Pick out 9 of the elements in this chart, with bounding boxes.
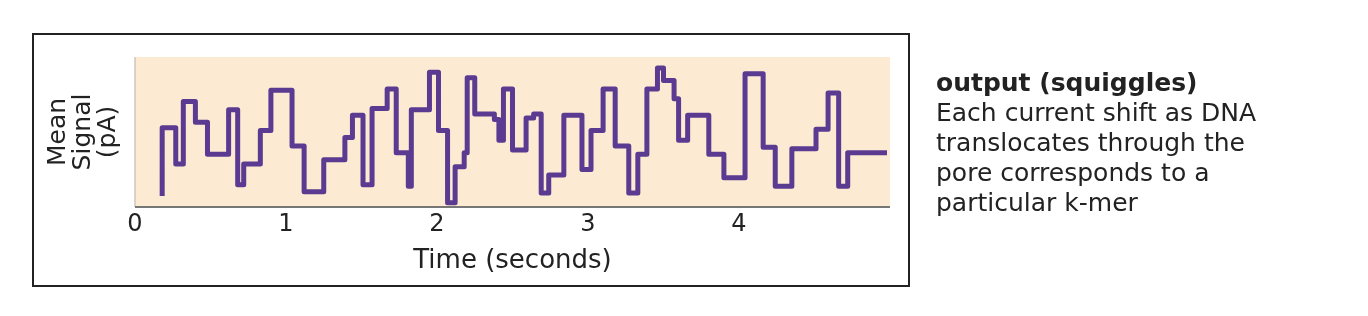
x-tick-label: 0: [127, 208, 143, 237]
x-tick-label: 1: [278, 208, 294, 237]
text: Each current shift as DNA translocates through the pore corresponds to a particular k-mer: [936, 98, 1258, 218]
x-tick-label: 4: [731, 208, 747, 237]
x-axis-title: Time (seconds): [412, 244, 612, 275]
x-tick-label: 3: [580, 208, 596, 237]
x-tick-label: 2: [429, 208, 445, 237]
y-axis-title: Mean Signal (pA): [42, 93, 121, 171]
text: output (squiggles): [936, 68, 1199, 98]
